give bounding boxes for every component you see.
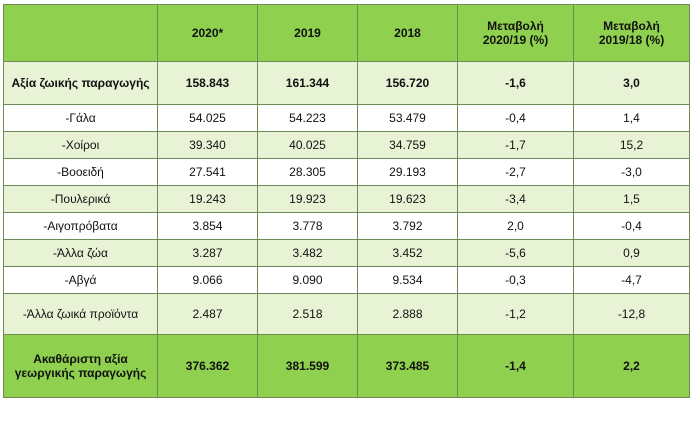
- table-row: Αξία ζωικής παραγωγής 158.843 161.344 15…: [3, 61, 690, 105]
- cell-2020: 376.362: [157, 334, 258, 398]
- cell-change-2019-18: 1,5: [573, 185, 690, 213]
- cell-change-2019-18: 0,9: [573, 239, 690, 267]
- row-label: Ακαθάριστη αξία γεωργικής παραγωγής: [3, 334, 158, 398]
- row-label: -Πουλερικά: [3, 185, 158, 213]
- row-label: Αξία ζωικής παραγωγής: [3, 61, 158, 105]
- cell-2020: 3.854: [157, 212, 258, 240]
- cell-change-2020-19: 2,0: [457, 212, 574, 240]
- cell-change-2020-19: -1,2: [457, 293, 574, 335]
- cell-change-2019-18: -0,4: [573, 212, 690, 240]
- cell-change-2020-19: -1,7: [457, 131, 574, 159]
- cell-change-2019-18: -12,8: [573, 293, 690, 335]
- cell-2018: 19.623: [357, 185, 458, 213]
- table-row-total: Ακαθάριστη αξία γεωργικής παραγωγής 376.…: [3, 334, 690, 398]
- cell-2019: 381.599: [257, 334, 358, 398]
- cell-change-2019-18: 3,0: [573, 61, 690, 105]
- row-label: -Αβγά: [3, 266, 158, 294]
- data-table-container: 2020* 2019 2018 Μεταβολή 2020/19 (%) Μετ…: [3, 4, 690, 398]
- header-2018: 2018: [357, 4, 458, 62]
- cell-change-2020-19: -3,4: [457, 185, 574, 213]
- livestock-production-table: 2020* 2019 2018 Μεταβολή 2020/19 (%) Μετ…: [3, 4, 690, 398]
- cell-2018: 373.485: [357, 334, 458, 398]
- cell-2020: 2.487: [157, 293, 258, 335]
- cell-2019: 28.305: [257, 158, 358, 186]
- cell-change-2020-19: -1,6: [457, 61, 574, 105]
- row-label: -Βοοειδή: [3, 158, 158, 186]
- cell-2020: 39.340: [157, 131, 258, 159]
- header-change-2019-18: Μεταβολή 2019/18 (%): [573, 4, 690, 62]
- header-change-2020-19: Μεταβολή 2020/19 (%): [457, 4, 574, 62]
- cell-change-2019-18: 15,2: [573, 131, 690, 159]
- cell-2018: 2.888: [357, 293, 458, 335]
- cell-2019: 161.344: [257, 61, 358, 105]
- table-row: -Χοίροι 39.340 40.025 34.759 -1,7 15,2: [3, 131, 690, 159]
- cell-change-2020-19: -0,4: [457, 104, 574, 132]
- cell-2019: 9.090: [257, 266, 358, 294]
- cell-2020: 9.066: [157, 266, 258, 294]
- header-2020: 2020*: [157, 4, 258, 62]
- cell-2020: 158.843: [157, 61, 258, 105]
- cell-2020: 27.541: [157, 158, 258, 186]
- cell-change-2020-19: -1,4: [457, 334, 574, 398]
- cell-2019: 2.518: [257, 293, 358, 335]
- cell-2018: 53.479: [357, 104, 458, 132]
- cell-2019: 19.923: [257, 185, 358, 213]
- cell-2019: 54.223: [257, 104, 358, 132]
- cell-2018: 29.193: [357, 158, 458, 186]
- cell-2018: 156.720: [357, 61, 458, 105]
- table-row: -Πουλερικά 19.243 19.923 19.623 -3,4 1,5: [3, 185, 690, 213]
- cell-2020: 19.243: [157, 185, 258, 213]
- cell-2018: 3.792: [357, 212, 458, 240]
- cell-2019: 3.482: [257, 239, 358, 267]
- cell-change-2020-19: -5,6: [457, 239, 574, 267]
- cell-change-2019-18: -3,0: [573, 158, 690, 186]
- header-blank: [3, 4, 158, 62]
- table-row: -Γάλα 54.025 54.223 53.479 -0,4 1,4: [3, 104, 690, 132]
- cell-change-2020-19: -0,3: [457, 266, 574, 294]
- header-row: 2020* 2019 2018 Μεταβολή 2020/19 (%) Μετ…: [3, 4, 690, 62]
- cell-change-2019-18: 1,4: [573, 104, 690, 132]
- row-label: -Γάλα: [3, 104, 158, 132]
- row-label: -Άλλα ζωικά προϊόντα: [3, 293, 158, 335]
- table-row: -Άλλα ζώα 3.287 3.482 3.452 -5,6 0,9: [3, 239, 690, 267]
- cell-2020: 54.025: [157, 104, 258, 132]
- cell-2018: 34.759: [357, 131, 458, 159]
- table-row: -Άλλα ζωικά προϊόντα 2.487 2.518 2.888 -…: [3, 293, 690, 335]
- table-row: -Αιγοπρόβατα 3.854 3.778 3.792 2,0 -0,4: [3, 212, 690, 240]
- header-2019: 2019: [257, 4, 358, 62]
- cell-change-2019-18: -4,7: [573, 266, 690, 294]
- cell-2020: 3.287: [157, 239, 258, 267]
- row-label: -Αιγοπρόβατα: [3, 212, 158, 240]
- row-label: -Χοίροι: [3, 131, 158, 159]
- cell-2018: 3.452: [357, 239, 458, 267]
- cell-2018: 9.534: [357, 266, 458, 294]
- table-row: -Αβγά 9.066 9.090 9.534 -0,3 -4,7: [3, 266, 690, 294]
- table-row: -Βοοειδή 27.541 28.305 29.193 -2,7 -3,0: [3, 158, 690, 186]
- cell-2019: 3.778: [257, 212, 358, 240]
- cell-2019: 40.025: [257, 131, 358, 159]
- cell-change-2020-19: -2,7: [457, 158, 574, 186]
- cell-change-2019-18: 2,2: [573, 334, 690, 398]
- row-label: -Άλλα ζώα: [3, 239, 158, 267]
